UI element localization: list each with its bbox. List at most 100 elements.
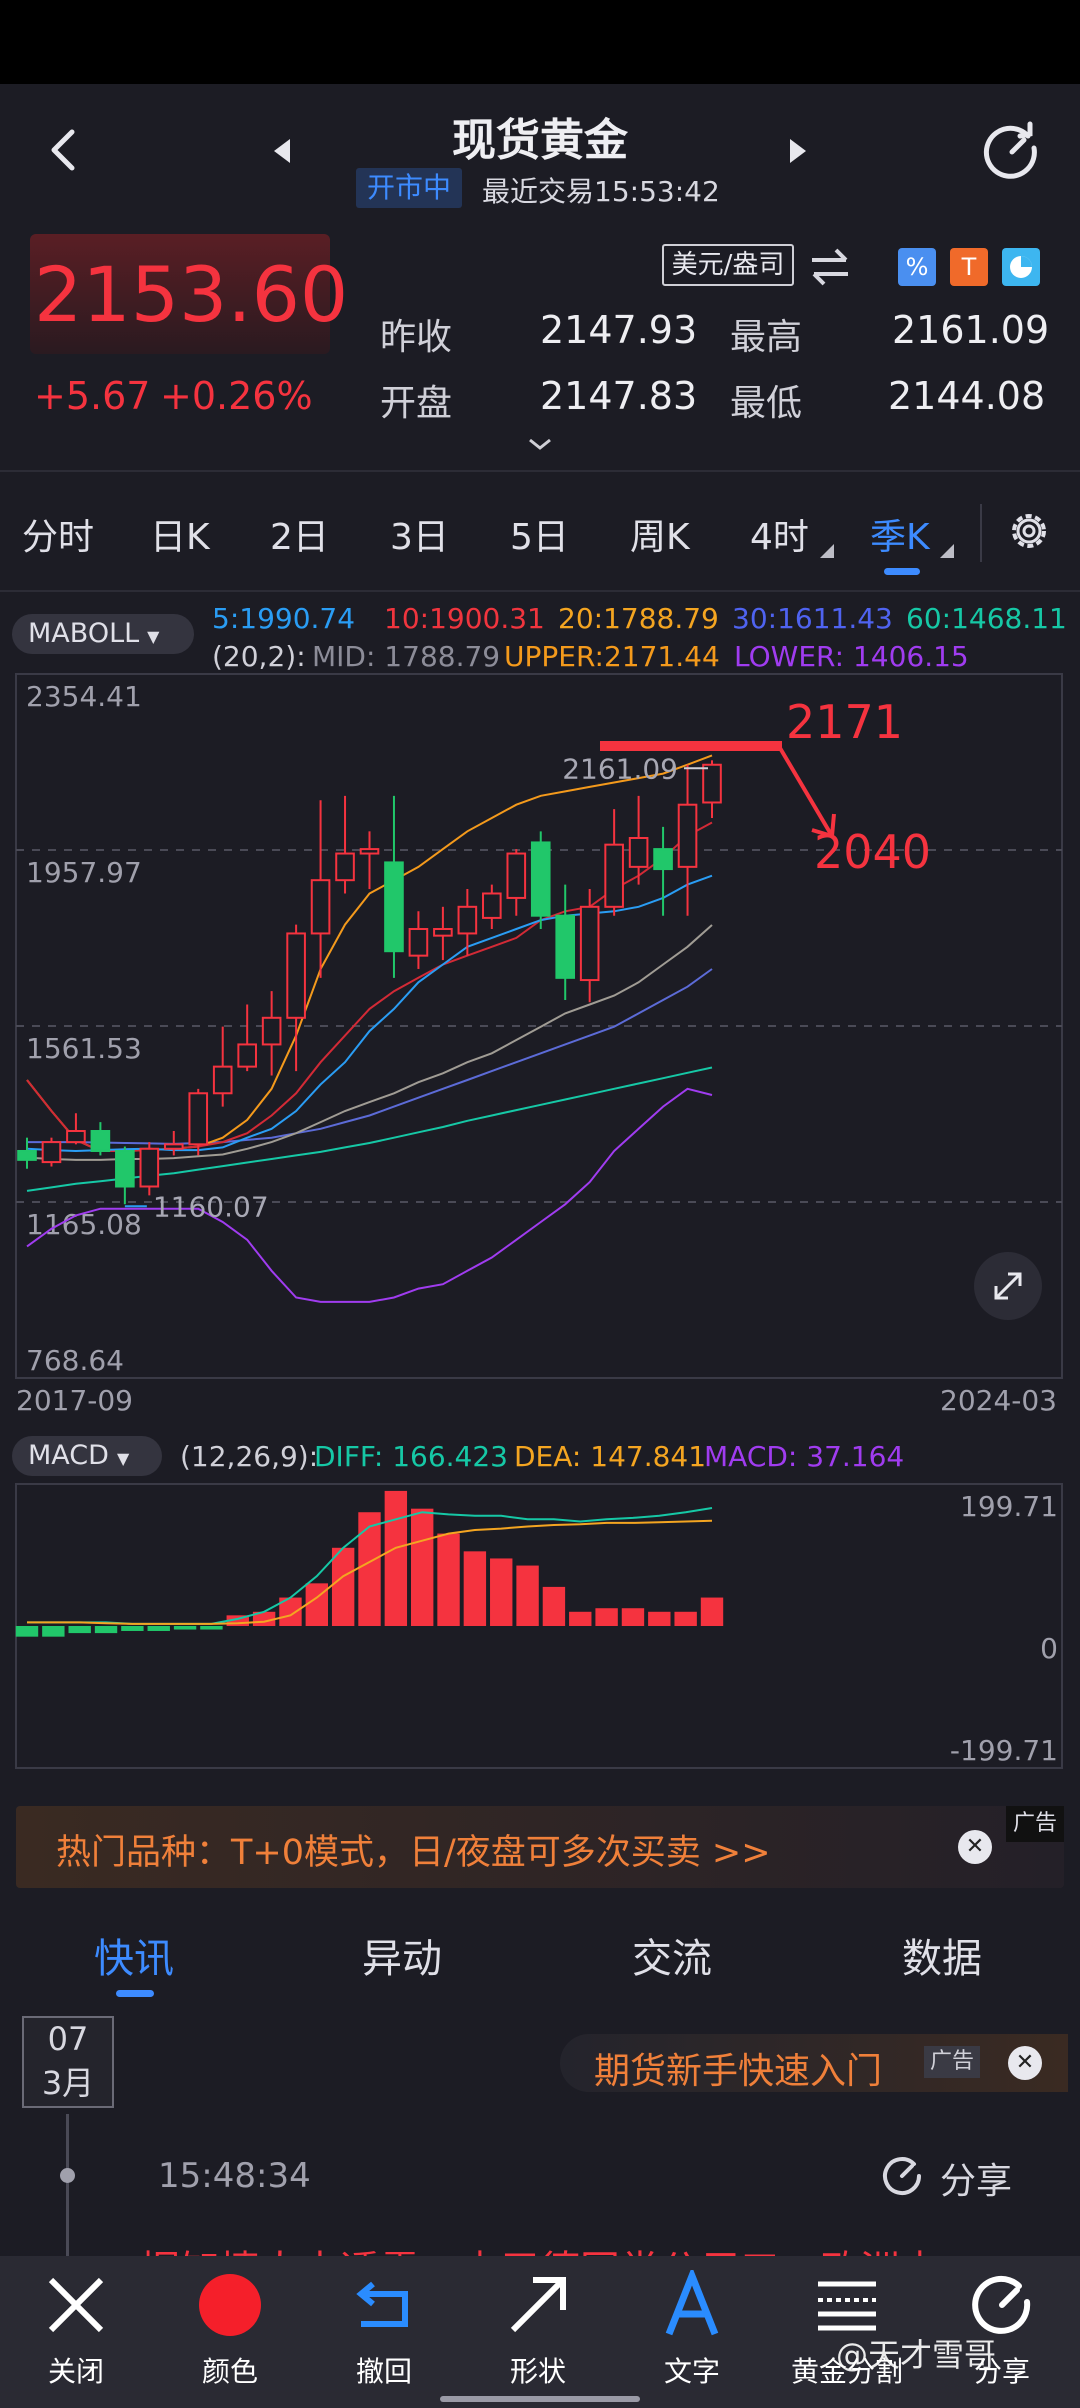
macd-bar xyxy=(569,1611,592,1626)
ad-close-button[interactable]: ✕ xyxy=(958,1830,992,1864)
macd-bar xyxy=(358,1512,381,1626)
ad-banner-text[interactable]: 热门品种：T+0模式，日/夜盘可多次买卖 >> xyxy=(56,1833,771,1873)
candle xyxy=(188,1088,209,1156)
tool-icon[interactable]: T xyxy=(950,248,988,286)
refresh-button[interactable] xyxy=(980,120,1044,184)
divider xyxy=(0,590,1080,592)
news-ad-close-button[interactable]: ✕ xyxy=(1008,2046,1042,2080)
expand-icon xyxy=(994,1272,1022,1300)
toolbar-label: 关闭 xyxy=(47,2355,104,2388)
toolbar-golden-ratio[interactable]: 黄金分割 xyxy=(782,2270,912,2400)
candle xyxy=(530,831,551,930)
pie-chart-icon[interactable] xyxy=(1002,248,1040,286)
refresh-icon xyxy=(983,121,1037,179)
low-value: 2144.08 xyxy=(888,374,1046,418)
low-marker-label: 1160.07 xyxy=(153,1190,269,1223)
share-icon xyxy=(972,2275,1031,2334)
annotation-arrow-head xyxy=(811,813,836,839)
period-tabs: 分时 日K 2日 3日 5日 周K 4时 季K xyxy=(0,500,1000,575)
indicator-selector[interactable]: MABOLL ▼ xyxy=(12,614,194,654)
macd-bar xyxy=(437,1533,460,1626)
ad-tag: 广告 xyxy=(1006,1806,1064,1842)
color-dot-icon xyxy=(199,2274,261,2336)
share-icon xyxy=(883,2157,921,2196)
macd-bar xyxy=(595,1608,618,1626)
news-tab-underline xyxy=(116,1990,154,1997)
candle xyxy=(163,1131,184,1156)
candle xyxy=(17,1137,37,1169)
annotation-target-text[interactable]: 2040 xyxy=(814,825,931,879)
date-axis-start: 2017-09 xyxy=(16,1384,133,1417)
tab-quarterly-k[interactable]: 季K xyxy=(870,517,930,558)
news-ad-pill[interactable] xyxy=(560,2034,1068,2092)
tab-3day[interactable]: 3日 xyxy=(390,517,449,558)
news-date-day: 07 xyxy=(47,2020,89,2058)
high-label: 最高 xyxy=(730,317,803,358)
annotation-price-text[interactable]: 2171 xyxy=(786,695,903,749)
candle xyxy=(286,924,306,1072)
news-date-box: 07 3月 xyxy=(22,2016,114,2108)
tab-daily-k[interactable]: 日K xyxy=(150,517,210,558)
swap-icon[interactable] xyxy=(808,246,852,286)
macd-bar xyxy=(463,1551,487,1626)
tab-2day[interactable]: 2日 xyxy=(270,517,329,558)
sub-indicator-selector[interactable]: MACD ▼ xyxy=(12,1436,162,1476)
expand-quote-chevron-icon[interactable] xyxy=(526,436,554,452)
price-axis-label: 2354.41 xyxy=(26,680,142,713)
macd-axis-label: 199.71 xyxy=(960,1490,1058,1523)
toolbar-text[interactable]: 文字 xyxy=(652,2266,732,2400)
tab-fenshi[interactable]: 分时 xyxy=(22,517,95,558)
news-tab-community[interactable]: 交流 xyxy=(632,1936,712,1982)
percent-icon[interactable]: % xyxy=(898,248,936,286)
toolbar-undo[interactable]: 撤回 xyxy=(344,2270,424,2400)
tab-weekly-k[interactable]: 周K xyxy=(630,517,690,558)
boll-mid: MID: 1788.79 xyxy=(312,640,501,673)
series-line-upper xyxy=(26,754,713,1152)
news-tab-data[interactable]: 数据 xyxy=(902,1936,982,1982)
price-change-pct: +0.26% xyxy=(160,374,313,418)
active-tab-underline xyxy=(884,568,920,575)
macd-dea: DEA: 147.841 xyxy=(514,1440,707,1473)
macd-bar xyxy=(94,1626,118,1634)
news-share-button[interactable]: 分享 xyxy=(880,2150,1050,2202)
toolbar-share[interactable]: 分享 xyxy=(962,2270,1042,2400)
toolbar-label: 颜色 xyxy=(201,2355,258,2388)
toolbar-close[interactable]: 关闭 xyxy=(36,2270,116,2400)
ma30-value: 30:1611.43 xyxy=(732,602,893,635)
candle xyxy=(335,795,355,894)
macd-chart[interactable]: 199.71 0 -199.71 xyxy=(0,1480,1080,1770)
news-tab-flash[interactable]: 快讯 xyxy=(94,1936,174,1982)
annotation-arrow-shaft[interactable] xyxy=(778,746,834,838)
divider xyxy=(0,470,1080,472)
chart-frame xyxy=(15,673,1063,1379)
currency-unit-button[interactable]: 美元/盎司 xyxy=(662,244,794,286)
triangle-right-icon xyxy=(790,139,806,163)
last-trade-time: 最近交易15:53:42 xyxy=(482,175,720,208)
candle xyxy=(677,764,698,916)
macd-bar xyxy=(68,1626,91,1634)
current-price: 2153.60 xyxy=(34,250,349,339)
macd-axis-label: 0 xyxy=(1040,1632,1058,1665)
candle xyxy=(310,800,331,978)
tab-5day[interactable]: 5日 xyxy=(510,517,569,558)
toolbar-color[interactable]: 颜色 xyxy=(190,2270,270,2400)
home-indicator xyxy=(440,2396,640,2402)
tab-4hour[interactable]: 4时 xyxy=(750,517,809,558)
news-tab-alerts[interactable]: 异动 xyxy=(362,1936,442,1982)
toolbar-label: 分享 xyxy=(973,2355,1030,2388)
prev-instrument-button[interactable] xyxy=(270,136,294,166)
boll-upper: UPPER:2171.44 xyxy=(504,640,720,673)
ma60-value: 60:1468.11 xyxy=(906,602,1067,635)
series-line-ma10 xyxy=(26,874,713,1153)
candlestick-chart[interactable]: 2354.41 1957.97 1561.53 1165.08 768.64 2… xyxy=(0,670,1080,1390)
macd-value: MACD: 37.164 xyxy=(704,1440,905,1473)
ad-banner[interactable] xyxy=(16,1806,1064,1888)
chart-settings-button[interactable] xyxy=(1006,508,1052,554)
back-button[interactable] xyxy=(40,120,84,180)
candle xyxy=(384,795,404,978)
next-instrument-button[interactable] xyxy=(786,136,810,166)
news-ad-text[interactable]: 期货新手快速入门 xyxy=(594,2051,883,2092)
candle xyxy=(115,1146,135,1205)
toolbar-shape[interactable]: 形状 xyxy=(498,2270,578,2400)
macd-bar xyxy=(648,1611,671,1626)
